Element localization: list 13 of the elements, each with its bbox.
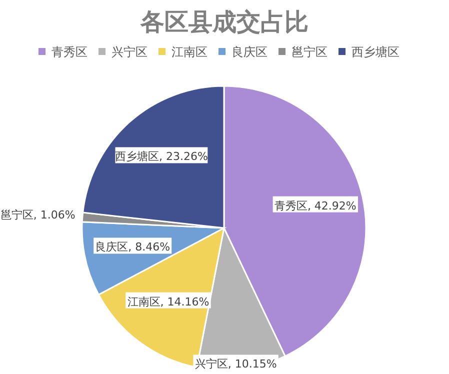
data-label: 兴宁区, 10.15% (194, 358, 277, 371)
legend-label: 兴宁区 (112, 45, 148, 59)
data-label: 西乡塘区, 23.26% (114, 150, 208, 164)
legend-label: 良庆区 (232, 45, 268, 59)
legend-label: 邕宁区 (292, 45, 328, 59)
data-label: 良庆区, 8.46% (95, 240, 170, 254)
legend-label: 江南区 (172, 45, 208, 59)
data-label: 青秀区, 42.92% (274, 199, 356, 212)
legend-label: 西乡塘区 (352, 45, 400, 59)
data-label: 江南区, 14.16% (127, 295, 210, 308)
chart-title: 各区县成交占比 (140, 8, 308, 36)
data-label: 邕宁区, 1.06% (0, 208, 76, 222)
legend-label: 青秀区 (52, 45, 88, 59)
